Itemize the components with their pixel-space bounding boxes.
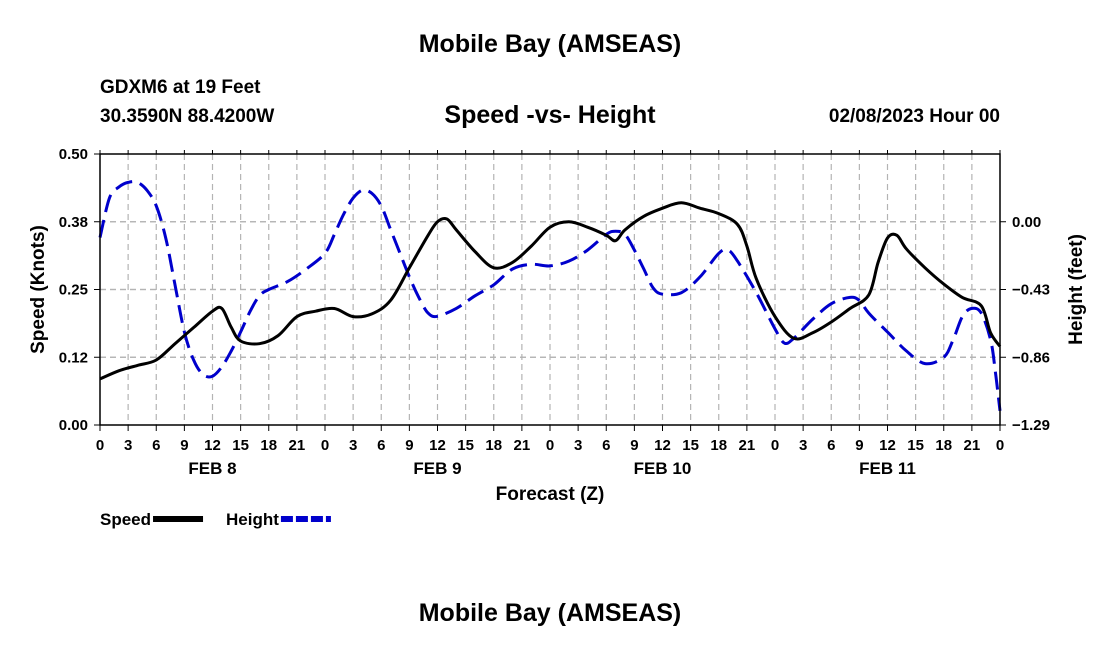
series-line-height: [98, 180, 1002, 411]
x-tick-label: 15: [232, 437, 249, 454]
x-tick-label: 0: [321, 437, 329, 454]
x-tick-label: 21: [289, 437, 306, 454]
x-tick-label: 9: [855, 437, 863, 454]
y-left-tick-label: 0.25: [59, 282, 88, 299]
day-label: FEB 10: [634, 459, 692, 478]
x-tick-label: 18: [710, 437, 727, 454]
x-tick-label: 9: [405, 437, 413, 454]
y-right-tick-label: 0.00: [1012, 214, 1041, 231]
x-tick-label: 21: [739, 437, 756, 454]
y-left-tick-label: 0.00: [59, 417, 88, 434]
x-tick-label: 18: [485, 437, 502, 454]
y-left-tick-label: 0.38: [59, 214, 88, 231]
chart-legend: Speed Height: [100, 510, 331, 529]
x-tick-label: 6: [602, 437, 610, 454]
x-tick-label: 12: [879, 437, 896, 454]
y-right-tick-label: −0.86: [1012, 349, 1050, 366]
station-coordinates: 30.3590N 88.4200W: [100, 106, 275, 127]
x-tick-label: 12: [204, 437, 221, 454]
page-title: Mobile Bay (AMSEAS): [418, 30, 682, 58]
x-tick-label: 3: [124, 437, 132, 454]
x-tick-label: 3: [349, 437, 357, 454]
y-left-tick-label: 0.12: [59, 349, 88, 366]
x-tick-label: 12: [654, 437, 671, 454]
legend-label-height: Height: [226, 510, 279, 529]
x-tick-label: 6: [827, 437, 835, 454]
footer-title: Mobile Bay (AMSEAS): [418, 599, 682, 627]
x-tick-label: 21: [514, 437, 531, 454]
x-tick-label: 15: [907, 437, 924, 454]
x-tick-label: 3: [574, 437, 582, 454]
x-tick-label: 3: [799, 437, 807, 454]
x-tick-label: 18: [935, 437, 952, 454]
y-right-axis-label: Height (feet): [1066, 234, 1087, 345]
y-left-tick-label: 0.50: [59, 146, 88, 163]
x-tick-label: 15: [682, 437, 699, 454]
station-label: GDXM6 at 19 Feet: [100, 77, 261, 98]
day-label: FEB 8: [188, 459, 236, 478]
x-tick-label: 6: [152, 437, 160, 454]
x-axis-label: Forecast (Z): [496, 484, 605, 505]
series-line-speed: [99, 201, 1002, 381]
chart-grid: [100, 154, 1000, 425]
x-tick-label: 0: [96, 437, 104, 454]
y-right-tick-label: −0.43: [1012, 282, 1050, 299]
x-tick-label: 12: [429, 437, 446, 454]
x-tick-label: 0: [771, 437, 779, 454]
chart-title: Speed -vs- Height: [444, 101, 656, 129]
y-left-axis-label: Speed (Knots): [28, 225, 49, 354]
chart-series: [98, 180, 1002, 411]
x-tick-label: 9: [180, 437, 188, 454]
x-tick-label: 0: [996, 437, 1004, 454]
x-tick-label: 0: [546, 437, 554, 454]
x-tick-label: 21: [964, 437, 981, 454]
y-right-tick-label: −1.29: [1012, 417, 1050, 434]
chart-axes: 0 3 6 9 12 15 18 21 0 3 6 9 12 15 18 21 0 3 6 9 12 15 18 21 0 3 6 9…: [28, 146, 1087, 505]
day-label: FEB 11: [859, 459, 916, 478]
x-tick-label: 9: [630, 437, 638, 454]
forecast-datetime: 02/08/2023 Hour 00: [828, 106, 1000, 127]
x-tick-label: 15: [457, 437, 474, 454]
day-label: FEB 9: [413, 459, 461, 478]
x-tick-label: 18: [260, 437, 277, 454]
legend-label-speed: Speed: [100, 510, 151, 529]
x-tick-label: 6: [377, 437, 385, 454]
